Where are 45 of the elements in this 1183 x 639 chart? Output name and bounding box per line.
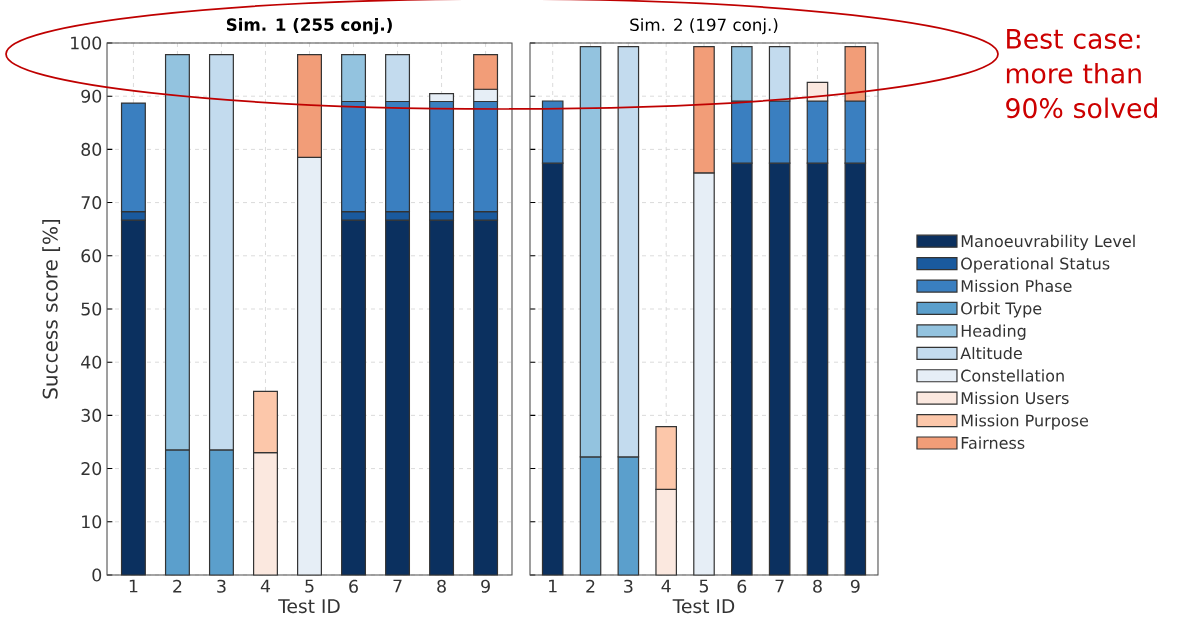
legend-label: Altitude (960, 346, 1022, 360)
x-tick-label: 2 (173, 579, 182, 593)
y-tick-label: 50 (81, 302, 102, 316)
y-tick-label: 30 (81, 408, 102, 422)
x-tick-label: 4 (661, 579, 671, 593)
x-tick-label: 6 (349, 579, 358, 593)
y-tick-label: 40 (81, 355, 102, 369)
legend-label: Mission Purpose (961, 414, 1089, 430)
x-tick-label: 8 (437, 579, 446, 593)
x-tick-label: 6 (737, 579, 747, 593)
y-tick-label: 10 (82, 515, 102, 529)
legend-label: Operational Status (961, 257, 1110, 273)
y-tick-label: 60 (81, 249, 102, 263)
x-tick-label: 9 (850, 579, 860, 593)
x-tick-label: 4 (260, 579, 271, 593)
y-tick-label: 20 (81, 462, 102, 476)
legend-label: Constellation (961, 369, 1064, 382)
x-tick-label: 3 (217, 579, 226, 593)
x-tick-label: 3 (624, 579, 633, 593)
x-tick-label: 8 (813, 579, 822, 593)
y-tick-label: 80 (81, 142, 102, 156)
x-tick-label: 5 (305, 579, 314, 593)
x-tick-label: 1 (549, 579, 557, 593)
x-tick-label: 2 (586, 579, 595, 593)
x-tick-label: 9 (481, 579, 490, 593)
legend-label: Heading (961, 324, 1026, 340)
y-axis-title: Success score [%] (42, 219, 61, 399)
legend-label: Fairness (961, 436, 1025, 449)
x-tick-label: 7 (775, 579, 784, 593)
legend-label: Manoeuvrability Level (961, 234, 1135, 251)
x-tick-label: 1 (129, 579, 138, 593)
legend-label: Orbit Type (961, 302, 1042, 318)
y-tick-label: 70 (81, 196, 102, 210)
y-tick-label: 90 (81, 89, 102, 103)
x-tick-label: 5 (699, 579, 708, 593)
legend-label: Mission Phase (961, 279, 1072, 293)
chart-title: Sim. 2 (197 conj.) (630, 18, 778, 35)
x-axis-title: Test ID (672, 599, 735, 614)
x-axis-title: Test ID (278, 599, 340, 614)
y-tick-label: 0 (92, 568, 102, 582)
y-tick-label: 100 (71, 36, 102, 50)
chart-title: Sim. 1 (255 conj.) (226, 18, 392, 35)
text: Best case: more than 90% solved (1006, 29, 1157, 119)
legend-label: Mission Users (961, 391, 1069, 405)
x-tick-label: 7 (393, 579, 402, 593)
